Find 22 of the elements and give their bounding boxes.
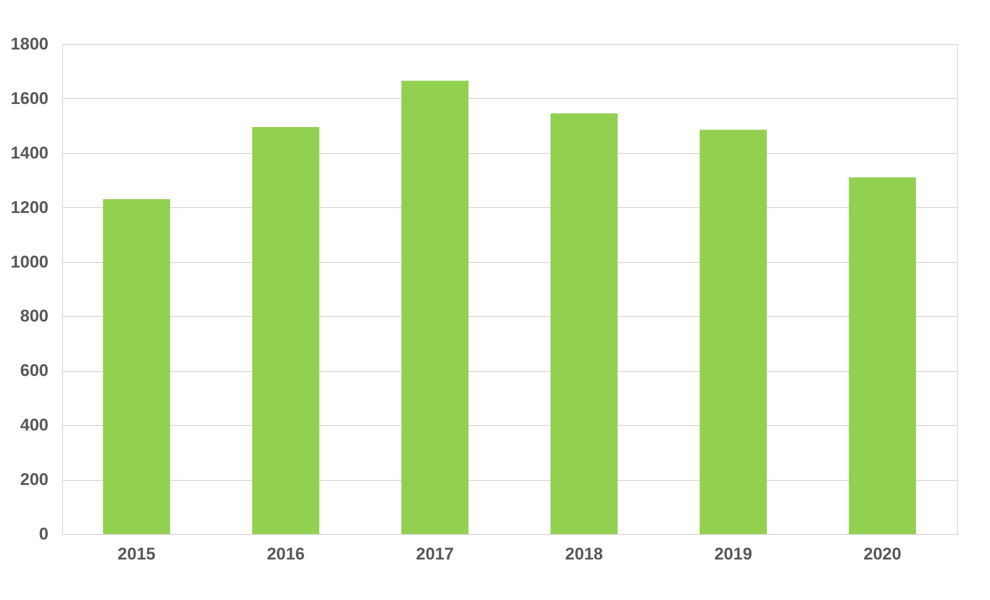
x-tick-label: 2018 <box>565 544 603 564</box>
y-tick-label: 0 <box>39 524 48 544</box>
x-tick-label: 2015 <box>118 544 156 564</box>
y-tick-label: 200 <box>20 470 48 490</box>
y-tick-label: 600 <box>20 361 48 380</box>
x-tick-label: 2020 <box>864 544 902 564</box>
bar <box>103 199 170 534</box>
bar <box>550 113 618 534</box>
y-tick-label: 400 <box>20 416 48 435</box>
bar <box>252 127 320 534</box>
bar <box>401 80 468 534</box>
x-tick-label: 2017 <box>416 544 454 564</box>
y-tick-label: 1400 <box>10 143 48 162</box>
y-tick-label: 1600 <box>10 88 48 108</box>
bar <box>848 177 916 534</box>
x-tick-label: 2016 <box>266 544 305 564</box>
bar <box>700 130 767 534</box>
y-tick-label: 800 <box>20 306 48 326</box>
x-tick-label: 2019 <box>714 544 752 564</box>
y-tick-label: 1800 <box>10 34 48 54</box>
y-tick-label: 1000 <box>10 252 48 272</box>
y-tick-label: 1200 <box>10 198 48 217</box>
